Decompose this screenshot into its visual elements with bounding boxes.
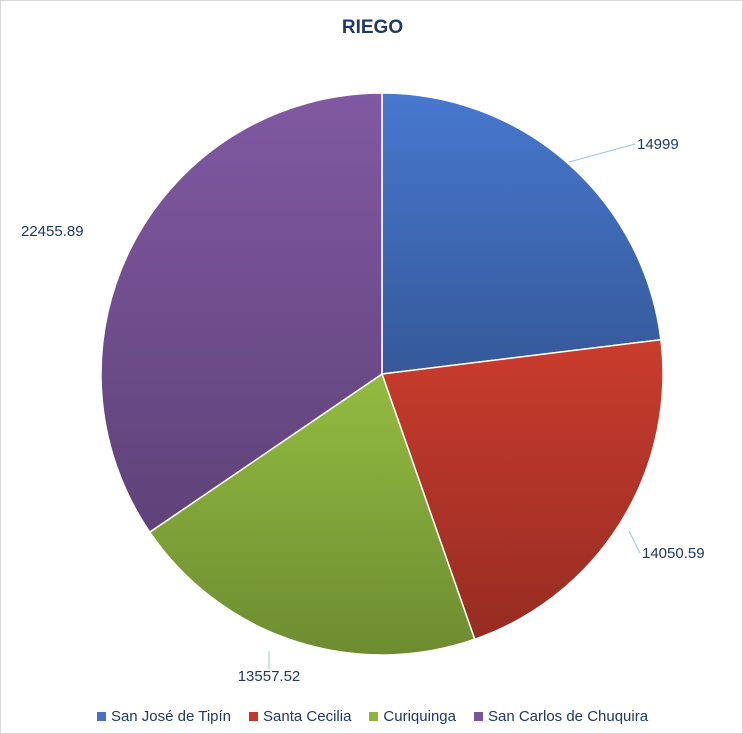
pie-slice-san-jose-de-tipin — [381, 92, 662, 375]
legend-item-san-carlos-de-chuquira: San Carlos de Chuquira — [473, 708, 649, 725]
pie-slices — [100, 92, 664, 656]
pie-plot-area: 14999 14050.59 13557.52 22455.89 — [21, 92, 705, 685]
legend-label-san-jose-de-tipin: San José de Tipín — [110, 708, 232, 725]
leader-line-san-jose-de-tipin — [568, 143, 636, 163]
legend-swatch-san-jose-de-tipin — [96, 712, 106, 721]
legend-item-santa-cecilia: Santa Cecilia — [249, 708, 351, 725]
legend: San José de Tipín Santa Cecilia Curiquin… — [1, 708, 743, 725]
pie-slice-curiquinga — [148, 372, 476, 656]
data-label-san-carlos-de-chuquira: 22455.89 — [21, 223, 84, 240]
pie-slice-san-carlos-de-chuquira — [100, 92, 383, 534]
legend-item-curiquinga: Curiquinga — [369, 708, 456, 725]
leader-lines — [268, 143, 641, 669]
legend-item-san-jose-de-tipin: San José de Tipín — [96, 708, 232, 725]
chart-title: RIEGO — [341, 17, 404, 38]
legend-label-curiquinga: Curiquinga — [383, 708, 456, 725]
pie-slice-santa-cecilia — [380, 338, 664, 641]
data-labels: 14999 14050.59 13557.52 22455.89 — [21, 136, 705, 685]
legend-swatch-san-carlos-de-chuquira — [473, 712, 483, 721]
data-label-san-jose-de-tipin: 14999 — [637, 136, 679, 153]
legend-swatch-santa-cecilia — [249, 712, 259, 721]
legend-label-san-carlos-de-chuquira: San Carlos de Chuquira — [487, 708, 649, 725]
legend-swatch-curiquinga — [369, 712, 379, 721]
leader-line-santa-cecilia — [628, 530, 641, 554]
legend-label-santa-cecilia: Santa Cecilia — [263, 708, 352, 725]
data-label-santa-cecilia: 14050.59 — [642, 545, 705, 562]
data-label-curiquinga: 13557.52 — [238, 668, 301, 685]
